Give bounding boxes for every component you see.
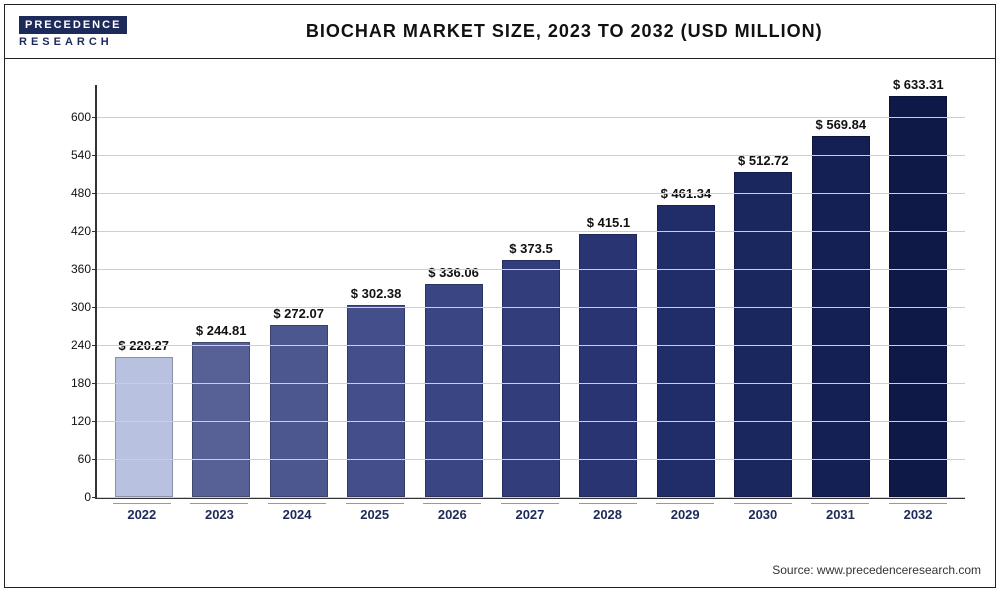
y-tick-mark — [92, 307, 97, 308]
gridline — [97, 459, 965, 460]
y-tick-mark — [92, 383, 97, 384]
bar-group: $ 415.1 — [579, 85, 637, 497]
y-tick-mark — [92, 193, 97, 194]
gridline — [97, 497, 965, 498]
y-tick-label: 60 — [57, 452, 91, 466]
gridline — [97, 421, 965, 422]
logo-line-2: RESEARCH — [19, 36, 113, 48]
gridline — [97, 117, 965, 118]
x-tick-label: 2031 — [811, 503, 869, 527]
logo-line-1: PRECEDENCE — [19, 16, 127, 34]
bar-value-label: $ 244.81 — [196, 323, 247, 338]
bar — [812, 136, 870, 497]
x-tick-label: 2029 — [656, 503, 714, 527]
y-tick-label: 300 — [57, 300, 91, 314]
x-tick-label: 2023 — [190, 503, 248, 527]
y-tick-label: 0 — [57, 490, 91, 504]
y-tick-label: 180 — [57, 376, 91, 390]
bar — [502, 260, 560, 497]
bar-group: $ 373.5 — [502, 85, 560, 497]
bar — [889, 96, 947, 497]
bar-group: $ 220.27 — [115, 85, 173, 497]
x-tick-label: 2026 — [423, 503, 481, 527]
y-tick-mark — [92, 269, 97, 270]
gridline — [97, 193, 965, 194]
y-tick-label: 420 — [57, 224, 91, 238]
gridline — [97, 383, 965, 384]
brand-logo: PRECEDENCE RESEARCH — [19, 16, 127, 48]
x-tick-label: 2030 — [734, 503, 792, 527]
y-tick-label: 240 — [57, 338, 91, 352]
chart-frame: PRECEDENCE RESEARCH BIOCHAR MARKET SIZE,… — [4, 4, 996, 588]
y-tick-label: 540 — [57, 148, 91, 162]
bar — [734, 172, 792, 497]
x-axis-labels: 2022 2023 2024 2025 2026 2027 2028 2029 2030 2031… — [95, 503, 965, 527]
y-tick-mark — [92, 459, 97, 460]
bar-group: $ 336.06 — [425, 85, 483, 497]
bar-value-label: $ 373.5 — [509, 241, 552, 256]
bar-group: $ 512.72 — [734, 85, 792, 497]
x-tick-label: 2032 — [889, 503, 947, 527]
y-tick-label: 480 — [57, 186, 91, 200]
bar — [192, 342, 250, 497]
bar-group: $ 461.34 — [657, 85, 715, 497]
plot-region: $ 220.27 $ 244.81 $ 272.07 $ 302.38 $ 336.06… — [95, 85, 965, 499]
gridline — [97, 345, 965, 346]
bar-group: $ 633.31 — [889, 85, 947, 497]
x-tick-label: 2024 — [268, 503, 326, 527]
x-tick-label: 2028 — [579, 503, 637, 527]
bar-value-label: $ 220.27 — [118, 338, 169, 353]
y-tick-mark — [92, 155, 97, 156]
bar-group: $ 244.81 — [192, 85, 250, 497]
bar-group: $ 569.84 — [812, 85, 870, 497]
y-tick-mark — [92, 117, 97, 118]
bar — [270, 325, 328, 497]
y-tick-mark — [92, 497, 97, 498]
y-tick-mark — [92, 345, 97, 346]
y-tick-label: 600 — [57, 110, 91, 124]
bar-group: $ 302.38 — [347, 85, 405, 497]
bar-value-label: $ 302.38 — [351, 286, 402, 301]
bar — [657, 205, 715, 497]
y-tick-mark — [92, 231, 97, 232]
bar — [579, 234, 637, 497]
y-tick-label: 120 — [57, 414, 91, 428]
x-tick-label: 2025 — [346, 503, 404, 527]
bar-value-label: $ 633.31 — [893, 77, 944, 92]
bar — [347, 305, 405, 497]
bar-value-label: $ 415.1 — [587, 215, 630, 230]
chart-title: BIOCHAR MARKET SIZE, 2023 TO 2032 (USD M… — [147, 21, 981, 42]
y-tick-label: 360 — [57, 262, 91, 276]
gridline — [97, 231, 965, 232]
bar — [115, 357, 173, 497]
bars-container: $ 220.27 $ 244.81 $ 272.07 $ 302.38 $ 336.06… — [97, 85, 965, 497]
bar-value-label: $ 569.84 — [815, 117, 866, 132]
x-tick-label: 2027 — [501, 503, 559, 527]
gridline — [97, 307, 965, 308]
bar-value-label: $ 336.06 — [428, 265, 479, 280]
x-tick-label: 2022 — [113, 503, 171, 527]
y-tick-mark — [92, 421, 97, 422]
gridline — [97, 155, 965, 156]
header-bar: PRECEDENCE RESEARCH BIOCHAR MARKET SIZE,… — [5, 5, 995, 59]
gridline — [97, 269, 965, 270]
bar — [425, 284, 483, 497]
source-attribution: Source: www.precedenceresearch.com — [772, 563, 981, 577]
bar-group: $ 272.07 — [270, 85, 328, 497]
chart-area: $ 220.27 $ 244.81 $ 272.07 $ 302.38 $ 336.06… — [55, 85, 965, 527]
